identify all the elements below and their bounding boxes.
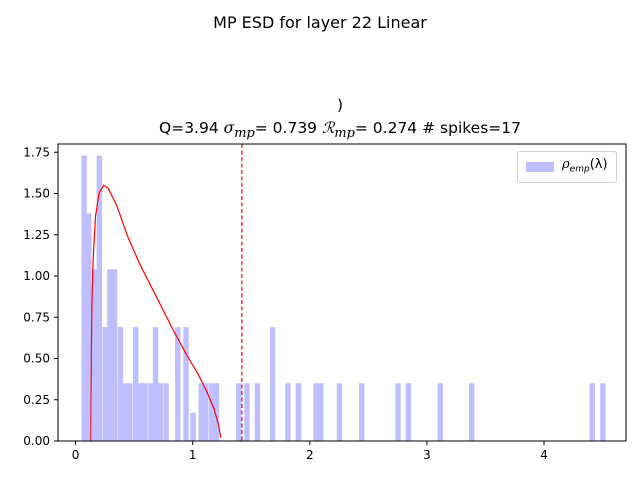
q-value: Q=3.94: [159, 119, 219, 137]
chart-title-line2: Q=3.94 σmp= 0.739 ℛmp= 0.274 # spikes=17: [40, 119, 640, 141]
hist-bar-20: [198, 383, 204, 441]
hist-bar-39: [600, 383, 606, 441]
chart-title-line1: ): [337, 96, 343, 114]
axes-border: [57, 143, 627, 442]
hist-bar-2: [91, 269, 98, 441]
y-axis: 0.00 0.25 0.50 0.75 1.00 1.25 1.50 1.75: [23, 145, 58, 448]
hist-bar-24: [236, 383, 242, 441]
hist-bar-10: [132, 327, 139, 441]
spikes-count: # spikes=17: [422, 119, 521, 137]
y-tick-label-1.50: 1.50: [23, 187, 50, 201]
hist-bar-35: [405, 383, 412, 441]
hist-bar-11: [137, 383, 144, 441]
legend: ρemp(λ): [517, 151, 617, 183]
plot-area: [81, 144, 606, 442]
hist-bar-5: [107, 269, 113, 441]
hist-bar-19: [190, 412, 196, 441]
hist-bar-36: [437, 383, 443, 441]
hist-bar-28: [285, 383, 291, 441]
hist-bar-13: [148, 383, 154, 441]
hist-bar-27: [269, 327, 276, 441]
hist-bar-7: [117, 327, 124, 441]
hist-bar-25: [244, 383, 250, 441]
hist-bar-17: [175, 327, 181, 441]
y-tick-label-0.00: 0.00: [23, 434, 50, 448]
hist-bar-15: [157, 383, 163, 441]
hist-bar-14: [152, 327, 159, 441]
x-axis: 0 1 2 3 4: [72, 441, 548, 462]
hist-bar-32: [336, 383, 343, 441]
hist-bar-1: [86, 213, 92, 441]
hist-bar-31: [317, 383, 324, 441]
sigma-subscript: mp: [234, 126, 255, 142]
y-tick-label-1.25: 1.25: [23, 228, 50, 242]
mp-fit-curve: [90, 184, 222, 442]
y-tick-label-1.00: 1.00: [23, 269, 50, 283]
hist-bar-34: [395, 383, 401, 441]
axes-frame: [57, 143, 627, 442]
x-tick-label-2: 2: [306, 448, 314, 462]
hist-bar-12: [142, 383, 148, 441]
x-tick-label-1: 1: [189, 448, 197, 462]
hist-bar-30: [313, 383, 319, 441]
legend-label-rho-emp: ρemp(λ): [562, 157, 608, 175]
hist-bar-22: [209, 383, 215, 441]
hist-bar-6: [111, 269, 118, 441]
legend-rho: ρ: [562, 157, 570, 172]
hist-bar-4: [102, 327, 108, 441]
r-subscript: mp: [334, 126, 355, 142]
r-symbol: ℛ: [321, 119, 335, 137]
hist-bar-8: [122, 383, 128, 441]
figure-suptitle: MP ESD for layer 22 Linear: [213, 13, 427, 32]
legend-arg: (λ): [589, 157, 608, 172]
x-tick-label-4: 4: [540, 448, 548, 462]
hist-bar-38: [589, 383, 596, 441]
y-tick-label-0.50: 0.50: [23, 352, 50, 366]
hist-bar-3: [96, 155, 103, 442]
hist-bar-9: [127, 383, 133, 441]
legend-swatch-rho-emp: [526, 162, 554, 172]
hist-bar-18: [183, 327, 189, 441]
hist-bar-37: [469, 383, 475, 441]
legend-sub: emp: [569, 164, 590, 175]
sigma-value: = 0.739: [254, 119, 318, 137]
y-tick-label-1.75: 1.75: [23, 145, 50, 159]
x-tick-label-0: 0: [72, 448, 80, 462]
y-tick-label-0.25: 0.25: [23, 393, 50, 407]
r-value: = 0.274: [354, 119, 418, 137]
hist-bar-33: [358, 383, 365, 441]
hist-bar-16: [163, 383, 169, 441]
hist-bar-26: [254, 383, 261, 441]
hist-bar-23: [213, 383, 220, 441]
y-tick-label-0.75: 0.75: [23, 310, 50, 324]
hist-bar-0: [81, 155, 87, 442]
hist-bar-29: [295, 383, 302, 441]
x-tick-label-3: 3: [423, 448, 431, 462]
hist-bar-21: [203, 383, 209, 441]
sigma-symbol: σ: [223, 119, 235, 137]
